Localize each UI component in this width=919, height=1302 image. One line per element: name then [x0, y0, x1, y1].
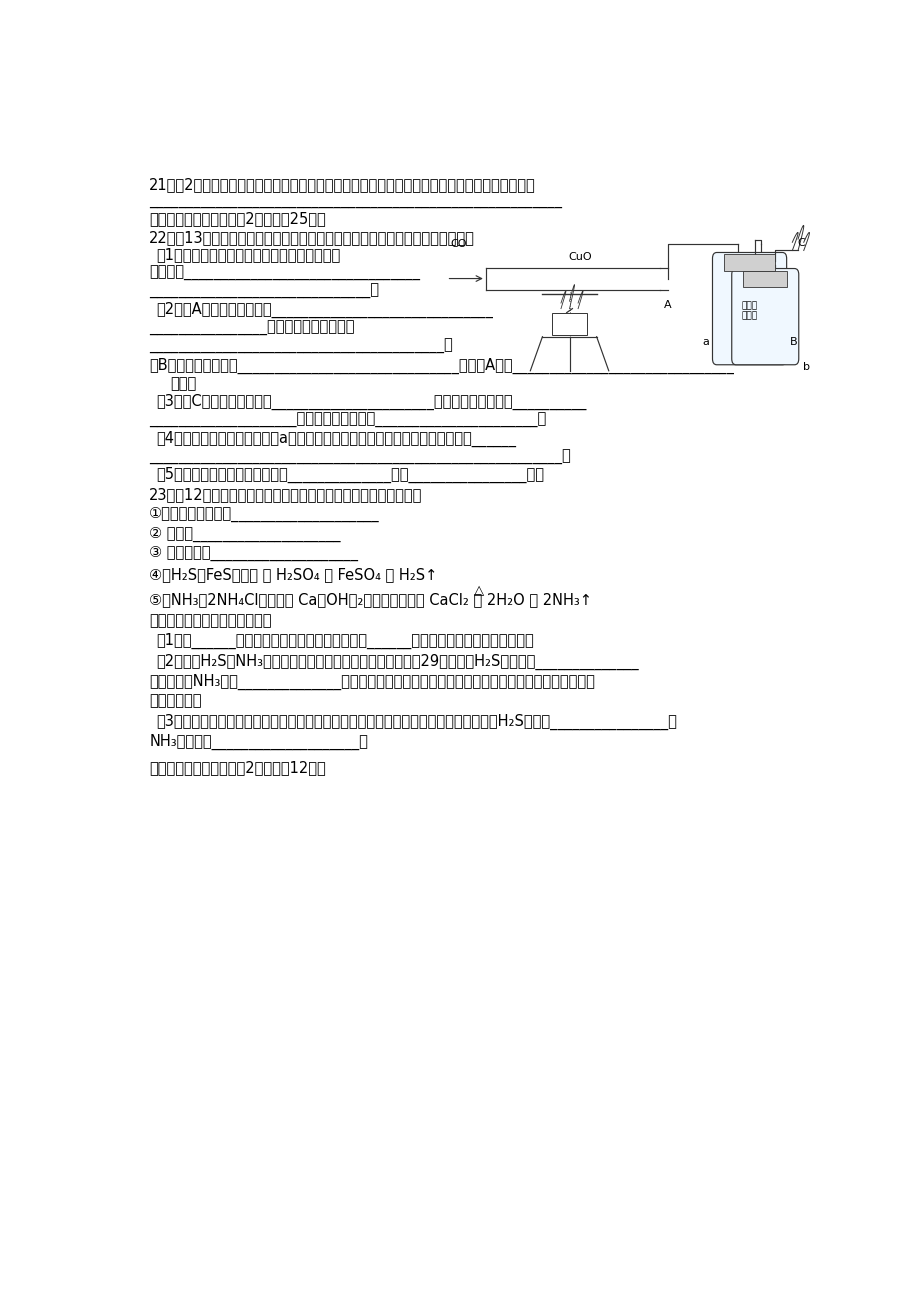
- Text: A: A: [664, 299, 671, 310]
- Text: ①：高锰酸钾制氧气____________________: ①：高锰酸钾制氧气____________________: [149, 506, 380, 522]
- Text: 方法，收集NH₃可用______________方法；（提示：在相同的条件下，气体的相对分子质量越大，则气: 方法，收集NH₃可用______________方法；（提示：在相同的条件下，气…: [149, 674, 595, 690]
- Text: ② 制氢气____________________: ② 制氢气____________________: [149, 526, 340, 542]
- Text: ________________________________________；: ________________________________________…: [149, 340, 452, 354]
- Text: 依照上述反应，回答下列问题：: 依照上述反应，回答下列问题：: [149, 613, 271, 629]
- FancyBboxPatch shape: [711, 253, 786, 365]
- Text: （3）在C处观察到的现象是______________________，点燃尾气的目的是__________: （3）在C处观察到的现象是______________________，点燃尾气…: [156, 393, 586, 410]
- Text: 23、（12分）填写实验室制取下列气体（未完成）的化学方程式：: 23、（12分）填写实验室制取下列气体（未完成）的化学方程式：: [149, 487, 422, 503]
- Text: ________________，反应的化学方程式是: ________________，反应的化学方程式是: [149, 322, 355, 336]
- Text: ④制H₂S：FeS（固） ＋ H₂SO₄ ＝ FeSO₄ ＋ H₂S↑: ④制H₂S：FeS（固） ＋ H₂SO₄ ＝ FeSO₄ ＋ H₂S↑: [149, 566, 437, 582]
- Text: △: △: [473, 585, 483, 598]
- Text: 22、（13分）实验室用一氧化碳还原氧化铜的装置如图所示，试回答下列问题：: 22、（13分）实验室用一氧化碳还原氧化铜的装置如图所示，试回答下列问题：: [149, 230, 474, 245]
- Text: CuO: CuO: [568, 251, 592, 262]
- Text: 五、计算题：（本题包括2小题，共12分）: 五、计算题：（本题包括2小题，共12分）: [149, 760, 325, 775]
- Text: NH₃制不选用____________________。: NH₃制不选用____________________。: [149, 734, 368, 750]
- FancyBboxPatch shape: [731, 268, 798, 365]
- Text: B: B: [789, 337, 796, 346]
- Text: （4）实验结束时先撤去酒精灯a，继续通入一氧化碳直至玻璃管冷却，其目的是______: （4）实验结束时先撤去酒精灯a，继续通入一氧化碳直至玻璃管冷却，其目的是____…: [156, 431, 516, 447]
- Text: 澄清的
石灰水: 澄清的 石灰水: [741, 301, 757, 320]
- Text: b: b: [802, 362, 810, 372]
- Text: ________________________________________________________: ________________________________________…: [149, 193, 562, 208]
- Text: 在B处观察到的现象是______________________________，说明A处有______________________________: 在B处观察到的现象是______________________________…: [149, 358, 733, 374]
- Text: 这是为了________________________________: 这是为了________________________________: [149, 266, 420, 281]
- Text: ________________________________________________________。: ________________________________________…: [149, 449, 571, 465]
- Bar: [723, 254, 775, 271]
- Text: ⑤制NH₃：2NH₄Cl（固）＋ Ca（OH）₂（固）＝＝＝＝ CaCl₂ ＋ 2H₂O ＋ 2NH₃↑: ⑤制NH₃：2NH₄Cl（固）＋ Ca（OH）₂（固）＝＝＝＝ CaCl₂ ＋ …: [149, 592, 592, 607]
- Text: 体密度越大）: 体密度越大）: [149, 694, 201, 708]
- Text: （1）制______气体的装置与制氧气装置相同；制______气体的装置与制氢气装置相同；: （1）制______气体的装置与制氧气装置相同；制______气体的装置与制氢气…: [156, 633, 534, 650]
- Text: （1）在加热氧化铜前需先通一会儿一氧化碳，: （1）在加热氧化铜前需先通一会儿一氧化碳，: [156, 247, 340, 263]
- Text: ____________________反应的化学方程式是______________________。: ____________________反应的化学方程式是___________…: [149, 413, 546, 428]
- Text: a: a: [702, 337, 709, 346]
- Text: （2）在A处观察到的现象是______________________________: （2）在A处观察到的现象是___________________________…: [156, 302, 493, 318]
- Text: （5）以上装置验证了一氧化碳的______________性和________________性。: （5）以上装置验证了一氧化碳的______________性和_________…: [156, 467, 544, 483]
- Bar: [743, 271, 787, 286]
- Text: （3）在试管、橡皮塞、导气管、长颈漏斗、酒精灯、铁架台、集气瓶这几种仪器中，制H₂S不选用________________，: （3）在试管、橡皮塞、导气管、长颈漏斗、酒精灯、铁架台、集气瓶这几种仪器中，制H…: [156, 713, 676, 730]
- Text: 21、（2分）为延长白炽灯泡使用时间，灯泡内放有极少量的红磷，其理由是（用化学方程式表示: 21、（2分）为延长白炽灯泡使用时间，灯泡内放有极少量的红磷，其理由是（用化学方…: [149, 177, 536, 191]
- Text: CO: CO: [449, 240, 466, 250]
- Text: C: C: [797, 238, 805, 249]
- Bar: [551, 312, 586, 335]
- Text: ______________________________。: ______________________________。: [149, 284, 379, 299]
- Text: 四、实验题：（本题包括2小题，共25分）: 四、实验题：（本题包括2小题，共25分）: [149, 211, 325, 227]
- Text: ③ 制二氧化碳____________________: ③ 制二氧化碳____________________: [149, 546, 357, 561]
- Text: （2）已知H₂S、NH₃均易溶于水，空气的平均相对分子质量为29，则收集H₂S气体可用______________: （2）已知H₂S、NH₃均易溶于水，空气的平均相对分子质量为29，则收集H₂S气…: [156, 654, 639, 671]
- Text: 生成。: 生成。: [170, 376, 197, 392]
